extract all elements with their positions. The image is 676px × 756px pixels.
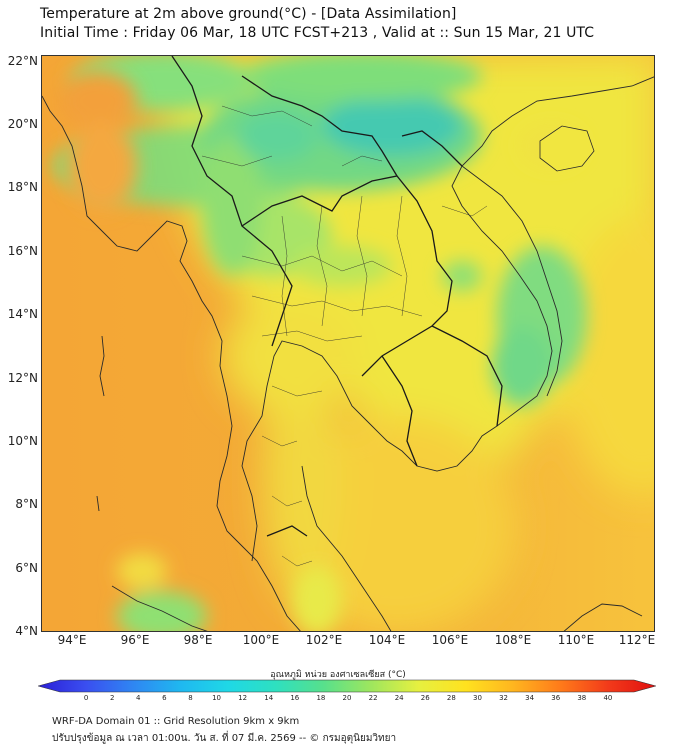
colorbar-tick-label: 34	[525, 694, 535, 702]
lon-label-94: 94°E	[57, 633, 87, 647]
lat-label-14: 14°N	[7, 307, 38, 321]
colorbar-tick-label: 32	[499, 694, 508, 702]
colorbar-tick-label: 38	[577, 694, 587, 702]
lon-label-110: 110°E	[557, 633, 595, 647]
chart-subtitle-valid-time: Initial Time : Friday 06 Mar, 18 UTC FCS…	[40, 25, 595, 41]
colorbar-tick-label: 8	[188, 694, 193, 702]
hot-patch-field	[57, 71, 342, 631]
chart-title: Temperature at 2m above ground(°C) - [Da…	[40, 6, 457, 22]
colorbar-tick-label: 18	[316, 694, 326, 702]
lon-label-106: 106°E	[431, 633, 469, 647]
national-borders	[171, 56, 503, 537]
colorbar-tick-label: 16	[290, 694, 300, 702]
colorbar-tick-label: 4	[136, 694, 141, 702]
colorbar-tick-label: 2	[109, 694, 115, 702]
colorbar-tick-label: 22	[368, 694, 378, 702]
colorbar-tick-label: 24	[394, 694, 404, 702]
lat-label-8: 8°N	[15, 497, 38, 511]
lon-label-112: 112°E	[618, 633, 656, 647]
lon-label-96: 96°E	[120, 633, 150, 647]
lat-label-18: 18°N	[7, 180, 38, 194]
map-canvas	[42, 56, 654, 631]
lon-label-104: 104°E	[368, 633, 406, 647]
lon-label-98: 98°E	[183, 633, 213, 647]
colorbar-tick-label: 40	[603, 694, 613, 702]
colorbar-title: อุณหภูมิ หน่วย องศาเซลเซียส (°C)	[270, 670, 406, 680]
colorbar-tick-label: 10	[212, 694, 221, 702]
colorbar	[38, 679, 656, 693]
colorbar-tick-label: 30	[472, 694, 482, 702]
colorbar-bar	[38, 679, 656, 693]
footer-update-info: ปรับปรุงข้อมูล ณ เวลา 01:00น. วัน ส. ที่…	[52, 733, 397, 744]
lat-label-22: 22°N	[7, 54, 38, 68]
colorbar-tick-label: 28	[446, 694, 456, 702]
colorbar-tick-label: 6	[162, 694, 167, 702]
lon-label-102: 102°E	[305, 633, 343, 647]
lat-label-20: 20°N	[7, 117, 38, 131]
lat-label-12: 12°N	[7, 371, 38, 385]
colorbar-tick-label: 14	[264, 694, 274, 702]
colorbar-tick-label: 36	[551, 694, 561, 702]
lon-label-100: 100°E	[242, 633, 280, 647]
lat-label-16: 16°N	[7, 244, 38, 258]
colorbar-tick-label: 20	[342, 694, 352, 702]
colorbar-tick-label: 26	[420, 694, 430, 702]
colorbar-tick-label: 12	[238, 694, 248, 702]
hainan-island	[539, 125, 595, 172]
coastlines	[42, 76, 654, 631]
lat-label-10: 10°N	[7, 434, 38, 448]
lon-label-108: 108°E	[494, 633, 532, 647]
lat-label-6: 6°N	[15, 561, 38, 575]
province-borders	[201, 105, 488, 567]
temperature-map	[41, 55, 655, 632]
colorbar-tick-label: 0	[83, 694, 89, 702]
footer-domain-info: WRF-DA Domain 01 :: Grid Resolution 9km …	[52, 716, 300, 727]
lat-label-4: 4°N	[15, 624, 38, 638]
